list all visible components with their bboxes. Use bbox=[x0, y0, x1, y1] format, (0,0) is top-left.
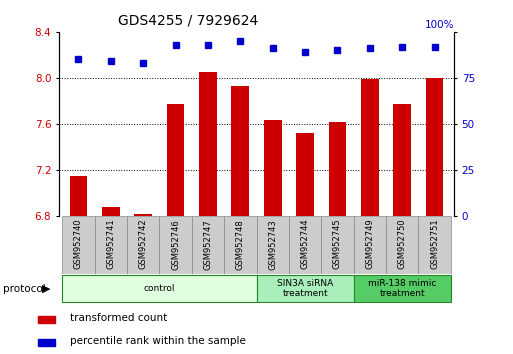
Bar bbox=[231, 86, 249, 216]
Text: GSM952748: GSM952748 bbox=[236, 219, 245, 270]
Bar bbox=[419, 216, 451, 274]
Bar bbox=[256, 275, 353, 302]
Text: miR-138 mimic
treatment: miR-138 mimic treatment bbox=[368, 279, 437, 298]
Text: GSM952751: GSM952751 bbox=[430, 219, 439, 269]
Text: GSM952744: GSM952744 bbox=[301, 219, 309, 269]
Text: percentile rank within the sample: percentile rank within the sample bbox=[70, 336, 246, 346]
Bar bbox=[62, 216, 94, 274]
Text: GSM952740: GSM952740 bbox=[74, 219, 83, 269]
Bar bbox=[192, 216, 224, 274]
Text: GSM952746: GSM952746 bbox=[171, 219, 180, 270]
Bar bbox=[289, 216, 321, 274]
Bar bbox=[199, 72, 217, 216]
Bar bbox=[102, 207, 120, 216]
Bar bbox=[224, 216, 256, 274]
Text: ▶: ▶ bbox=[42, 284, 51, 293]
Bar bbox=[296, 133, 314, 216]
Text: GDS4255 / 7929624: GDS4255 / 7929624 bbox=[118, 14, 259, 28]
Bar bbox=[386, 216, 419, 274]
Bar bbox=[37, 316, 55, 323]
Text: GSM952741: GSM952741 bbox=[106, 219, 115, 269]
Text: GSM952743: GSM952743 bbox=[268, 219, 277, 270]
Text: GSM952747: GSM952747 bbox=[204, 219, 212, 270]
Bar bbox=[361, 79, 379, 216]
Text: protocol: protocol bbox=[3, 284, 45, 293]
Bar bbox=[127, 216, 160, 274]
Bar bbox=[426, 78, 443, 216]
Bar bbox=[160, 216, 192, 274]
Bar bbox=[353, 275, 451, 302]
Bar bbox=[134, 213, 152, 216]
Text: 100%: 100% bbox=[424, 20, 454, 30]
Bar bbox=[256, 216, 289, 274]
Text: GSM952742: GSM952742 bbox=[139, 219, 148, 269]
Bar bbox=[62, 275, 256, 302]
Bar bbox=[167, 104, 185, 216]
Bar bbox=[37, 339, 55, 346]
Bar bbox=[353, 216, 386, 274]
Bar bbox=[264, 120, 282, 216]
Text: GSM952745: GSM952745 bbox=[333, 219, 342, 269]
Text: control: control bbox=[144, 284, 175, 293]
Text: transformed count: transformed count bbox=[70, 313, 167, 323]
Text: GSM952750: GSM952750 bbox=[398, 219, 407, 269]
Bar bbox=[94, 216, 127, 274]
Text: GSM952749: GSM952749 bbox=[365, 219, 374, 269]
Bar bbox=[393, 104, 411, 216]
Bar bbox=[321, 216, 353, 274]
Text: SIN3A siRNA
treatment: SIN3A siRNA treatment bbox=[277, 279, 333, 298]
Bar bbox=[70, 176, 87, 216]
Bar bbox=[328, 121, 346, 216]
